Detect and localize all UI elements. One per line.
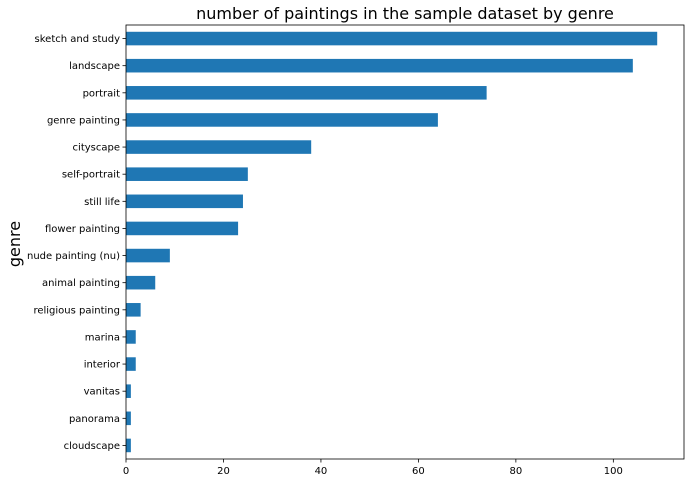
y-tick-label: animal painting — [42, 278, 120, 289]
bar-self-portrait — [126, 167, 248, 181]
bars-group — [126, 31, 658, 453]
bar-landscape — [126, 58, 633, 73]
x-tick-label: 100 — [604, 466, 623, 477]
y-tick-label: genre painting — [47, 115, 120, 126]
axes-frame — [125, 24, 685, 460]
y-tick-label: still life — [84, 197, 120, 208]
x-tick-label: 20 — [217, 466, 230, 477]
y-tick-label: cloudscape — [64, 441, 120, 452]
x-tick-label: 40 — [315, 466, 328, 477]
plot-frame — [125, 24, 685, 460]
bar-flower-painting — [126, 221, 239, 236]
y-tick-label: flower painting — [45, 224, 120, 235]
bar-nude-painting-nu- — [126, 248, 170, 263]
bar-religious-painting — [126, 303, 141, 317]
y-axis-label: genre — [5, 221, 24, 267]
y-tick-label: panorama — [69, 414, 120, 425]
y-tick-label: landscape — [69, 61, 120, 72]
y-tick-label: interior — [84, 360, 121, 371]
bar-cityscape — [126, 140, 312, 154]
bar-interior — [126, 357, 136, 371]
bar-genre-painting — [126, 113, 438, 127]
bar-portrait — [126, 86, 487, 100]
y-tick-label: religious painting — [33, 305, 120, 316]
bar-sketch-and-study — [126, 31, 658, 46]
y-tick-label: self-portrait — [62, 170, 120, 181]
bar-still-life — [126, 194, 243, 209]
y-tick-label: vanitas — [84, 387, 120, 398]
bar-panorama — [126, 411, 131, 426]
y-tick-label: marina — [85, 332, 120, 343]
y-tick-label: nude painting (nu) — [27, 251, 120, 262]
bar-animal-painting — [126, 275, 156, 290]
bar-marina — [126, 330, 136, 344]
y-ticks-group: sketch and study landscape portrait genre p… — [27, 34, 126, 452]
y-tick-label: sketch and study — [35, 34, 121, 45]
x-tick-label: 80 — [510, 466, 523, 477]
y-tick-label: portrait — [83, 88, 121, 99]
bar-vanitas — [126, 384, 131, 398]
x-ticks-group: 0 20 40 60 80 100 — [123, 459, 623, 477]
y-tick-label: cityscape — [73, 143, 120, 154]
bar-cloudscape — [126, 438, 131, 453]
chart-title: number of paintings in the sample datase… — [196, 4, 614, 23]
x-tick-label: 60 — [412, 466, 425, 477]
x-tick-label: 0 — [123, 466, 129, 477]
